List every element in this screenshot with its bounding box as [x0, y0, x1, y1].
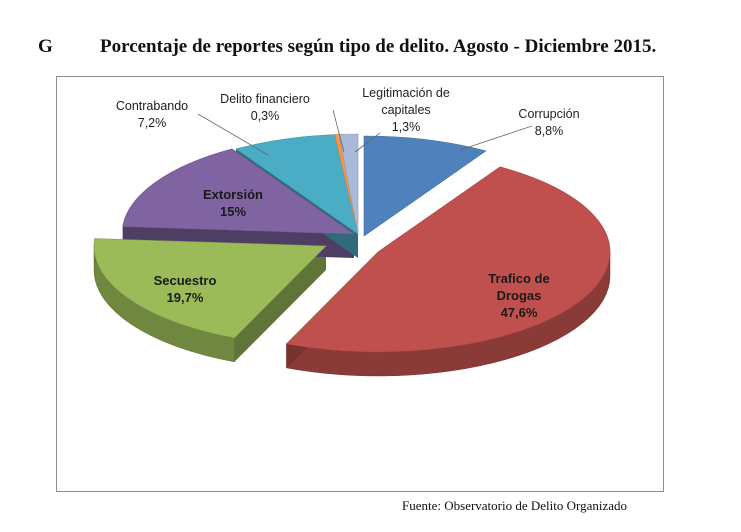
title-prefix: G	[38, 36, 53, 57]
data-label-trafico-de-drogas: Trafico de Drogas 47,6%	[488, 271, 549, 320]
leader-line-contrabando	[197, 113, 269, 156]
leader-line-legitimacion-de-capitales	[354, 132, 381, 153]
data-label-secuestro: Secuestro 19,7%	[154, 273, 217, 305]
pie-slice-contrabando	[235, 134, 359, 235]
data-label-legitimacion-de-capitales: Legitimación de capitales 1,3%	[362, 86, 450, 134]
source-note: Fuente: Observatorio de Delito Organizad…	[402, 498, 628, 513]
chart-title: Porcentaje de reportes según tipo de del…	[100, 36, 657, 57]
pie-labels: Corrupción 8,8% Trafico de Drogas 47,6% Secue…	[116, 86, 580, 320]
data-label-delito-financiero: Delito financiero 0,3%	[220, 92, 310, 123]
data-label-contrabando: Contrabando 7,2%	[116, 99, 188, 130]
leader-line-delito-financiero	[332, 109, 345, 153]
data-label-corrupcion: Corrupción 8,8%	[518, 107, 579, 138]
data-label-extorsion: Extorsión 15%	[203, 187, 263, 219]
pie-slice-corrupcion	[363, 135, 487, 237]
pie-slice-trafico-de-drogas	[285, 166, 611, 353]
pie-top-faces	[93, 133, 611, 353]
pie-cut-face	[234, 246, 326, 362]
leader-line-corrupcion	[459, 125, 533, 151]
pie-slice-extorsion	[122, 148, 356, 235]
pie-slice-secuestro	[93, 238, 327, 339]
chart-title-row: G Porcentaje de reportes según tipo de d…	[38, 36, 718, 64]
